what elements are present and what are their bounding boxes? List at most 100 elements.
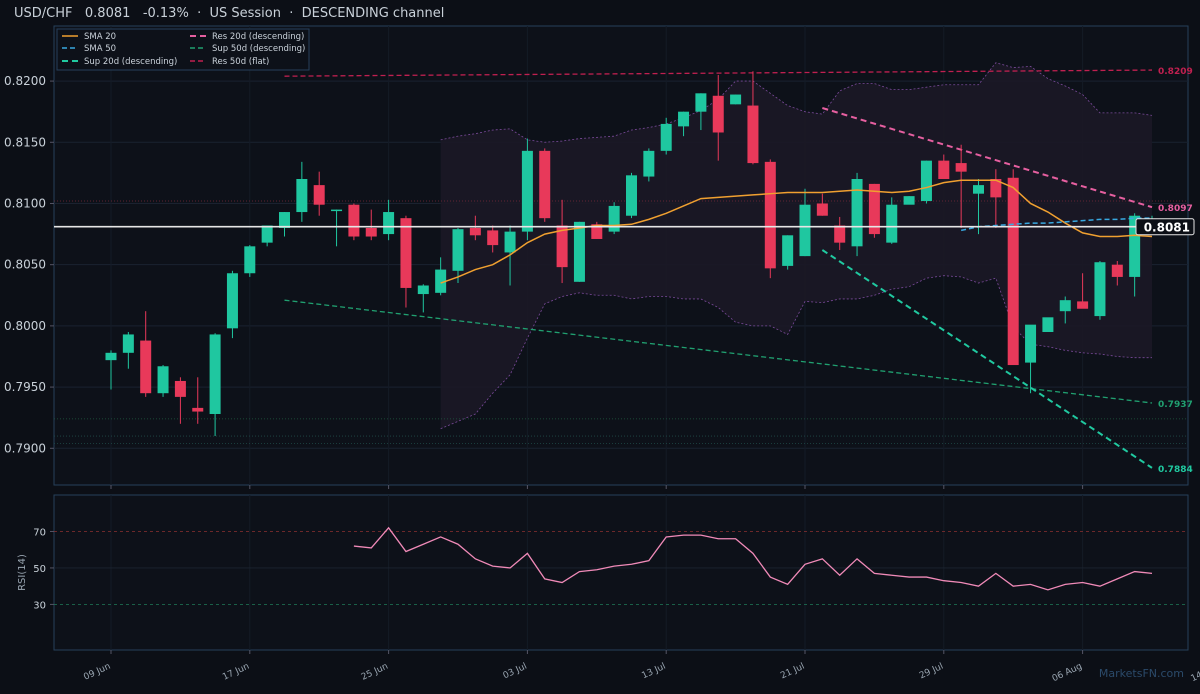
- pair-label: USD/CHF: [14, 6, 73, 21]
- x-tick-label: 09 Jun: [82, 662, 112, 683]
- candle-body: [903, 196, 915, 205]
- candle-body: [643, 150, 655, 177]
- candle-body: [539, 150, 551, 219]
- candle-body: [487, 230, 499, 246]
- separator: ·: [197, 6, 202, 21]
- y-tick-label: 0.8000: [4, 319, 46, 333]
- x-tick-label: 25 Jun: [360, 662, 390, 683]
- candle-body: [695, 93, 707, 112]
- candle-body: [747, 105, 759, 164]
- candle-body: [782, 235, 794, 266]
- candle-body: [504, 231, 516, 253]
- candle-body: [626, 175, 637, 216]
- chart-header: USD/CHF 0.8081 -0.13% · US Session · DES…: [14, 6, 444, 21]
- sma50-line: [960, 217, 1152, 232]
- rsi-ylabel: RSI(14): [17, 554, 28, 591]
- candle-body: [209, 334, 221, 415]
- separator: ·: [289, 6, 294, 21]
- trend-line-label: 0.8097: [1158, 204, 1193, 214]
- trend-line-label: 0.7937: [1158, 400, 1193, 410]
- x-tick-label: 14 Aug: [1190, 662, 1200, 685]
- bollinger-upper: [440, 62, 1153, 143]
- candle-body: [452, 229, 464, 271]
- y-tick-label: 0.8100: [4, 196, 46, 210]
- rsi-tick-label: 70: [33, 527, 46, 538]
- trend-line: [284, 69, 1153, 77]
- y-tick-label: 0.8150: [4, 135, 46, 149]
- candle-body: [1025, 324, 1037, 363]
- candle-body: [1077, 301, 1089, 309]
- x-tick-label: 21 Jul: [779, 662, 806, 682]
- candle-body: [400, 218, 412, 288]
- candle-body: [261, 225, 273, 243]
- candle-body: [712, 95, 724, 133]
- candle-body: [157, 366, 169, 394]
- x-tick-label: 29 Jul: [918, 662, 945, 682]
- legend-label: Sup 50d (descending): [212, 44, 305, 54]
- candle-body: [591, 224, 603, 239]
- legend-label: Res 50d (flat): [212, 57, 269, 67]
- candle-body: [1094, 262, 1106, 317]
- candle-body: [1059, 300, 1071, 312]
- legend-label: SMA 20: [84, 32, 116, 42]
- candle-body: [556, 225, 568, 268]
- last-price-box: [1135, 218, 1195, 236]
- candle-body: [435, 269, 447, 293]
- bollinger-fill: [440, 62, 1152, 429]
- last-price-label: 0.8081: [1144, 221, 1190, 235]
- candle-body: [678, 111, 690, 127]
- rsi-panel: [53, 494, 1189, 651]
- trend-line: [284, 299, 1153, 404]
- channel-label: DESCENDING channel: [301, 6, 445, 21]
- legend-label: SMA 50: [84, 44, 116, 54]
- trend-line: [822, 107, 1153, 209]
- candle-body: [348, 204, 360, 237]
- rsi-tick-label: 30: [33, 600, 46, 611]
- legend-label: Res 20d (descending): [212, 32, 304, 42]
- candle-body: [192, 407, 204, 412]
- candle-body: [365, 227, 377, 237]
- watermark: MarketsFN.com: [1098, 667, 1184, 680]
- candle-body: [868, 183, 880, 235]
- candle-body: [383, 212, 395, 235]
- candle-body: [1129, 215, 1141, 277]
- session-label: US Session: [209, 6, 281, 21]
- candle-body: [1007, 177, 1019, 366]
- y-tick-label: 0.7950: [4, 380, 46, 394]
- change-label: -0.13%: [142, 6, 189, 21]
- candle-body: [973, 185, 984, 194]
- candle-body: [226, 273, 238, 329]
- trend-line-label: 0.7884: [1158, 465, 1193, 475]
- trend-line: [821, 249, 1153, 469]
- candle-body: [955, 163, 967, 172]
- candle-body: [886, 204, 898, 243]
- candle-body: [1111, 264, 1123, 277]
- x-tick-label: 17 Jun: [221, 662, 251, 683]
- legend-label: Sup 20d (descending): [84, 57, 177, 67]
- y-tick-label: 0.7900: [4, 441, 46, 455]
- candle-body: [920, 160, 932, 202]
- candle-body: [417, 285, 429, 295]
- candle-body: [660, 123, 672, 151]
- candle-body: [122, 334, 134, 353]
- rsi-tick-label: 50: [33, 564, 46, 575]
- candle-body: [296, 179, 308, 213]
- legend: SMA 20 SMA 50 Sup 20d (descending) Res 20d …: [56, 28, 310, 71]
- candle-body: [105, 352, 117, 361]
- candle-body: [851, 179, 863, 247]
- candle-body: [469, 227, 481, 236]
- candle-body: [244, 246, 256, 274]
- candle-body: [938, 160, 950, 179]
- candle-body: [608, 205, 620, 232]
- candle-body: [313, 185, 325, 205]
- candle-body: [140, 340, 152, 394]
- candle-body: [279, 212, 290, 228]
- candle-body: [834, 225, 846, 243]
- sma20-line: [440, 179, 1153, 284]
- price-label: 0.8081: [84, 6, 131, 21]
- legend-box: [56, 28, 310, 71]
- candle-body: [1042, 317, 1054, 332]
- candle-body: [730, 94, 742, 105]
- trend-line-label: 0.8209: [1158, 67, 1193, 77]
